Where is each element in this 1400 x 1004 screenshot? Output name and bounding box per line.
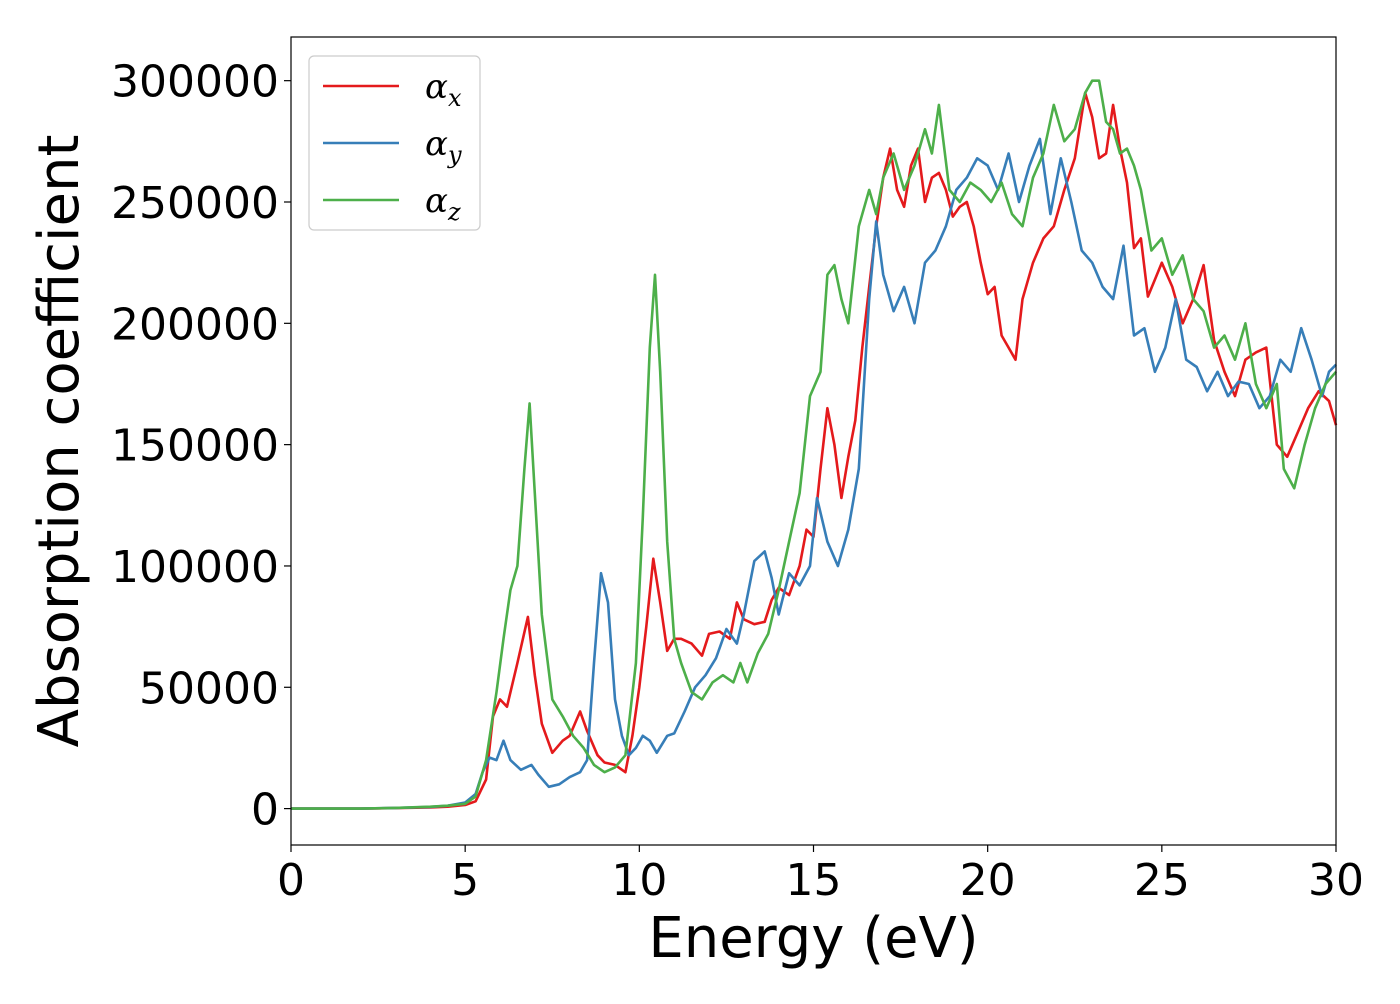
y-tick-label: 250000	[111, 178, 279, 229]
x-tick-label: 15	[786, 855, 842, 906]
y-tick-label: 200000	[111, 299, 279, 350]
y-tick-label: 0	[251, 785, 279, 836]
legend-label-alpha-z: αz	[425, 181, 461, 226]
x-tick-label: 5	[451, 855, 479, 906]
series-line-alpha-z	[291, 79, 1337, 810]
y-axis-title: Absorption coefficient	[27, 135, 92, 748]
x-tick-label: 0	[277, 855, 305, 906]
y-tick-label: 100000	[111, 542, 279, 593]
axis-ticks: 0 5 10 15 20 25 30 0 50000 100000 150000 200000 2500…	[111, 57, 1364, 906]
y-tick-label: 150000	[111, 421, 279, 472]
series-layer	[291, 79, 1338, 810]
x-tick-label: 25	[1134, 855, 1190, 906]
legend-label-alpha-y: αy	[425, 124, 462, 169]
x-tick-label: 20	[960, 855, 1016, 906]
x-tick-label: 30	[1308, 855, 1364, 906]
legend: αx αy αz	[308, 55, 481, 231]
legend-items: αx αy αz	[323, 67, 462, 226]
legend-label-alpha-x: αx	[425, 67, 462, 112]
y-tick-label: 50000	[139, 663, 279, 714]
series-line-alpha-y	[291, 137, 1337, 810]
x-tick-label: 10	[611, 855, 667, 906]
x-axis-title: Energy (eV)	[648, 906, 978, 971]
y-tick-label: 300000	[111, 57, 279, 108]
